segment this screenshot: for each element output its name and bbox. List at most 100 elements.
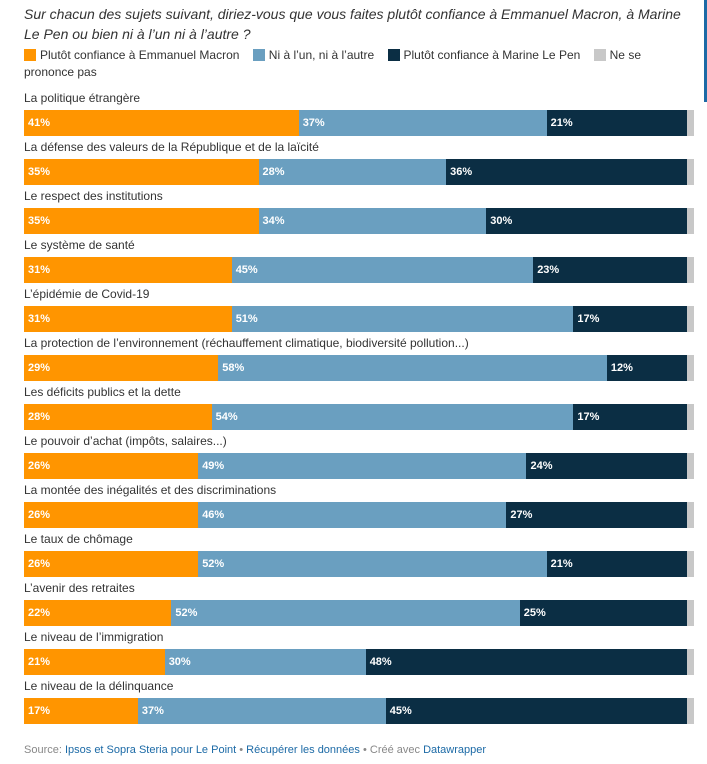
bar-row: Le respect des institutions 35% 34% 30% — [24, 188, 700, 234]
legend-label: Ne se prononce pas — [24, 48, 641, 79]
bar-segment: 36% — [446, 159, 688, 185]
data-label: 24% — [530, 460, 553, 472]
bar-segment — [687, 110, 694, 136]
data-label: 17% — [28, 705, 51, 717]
bar-segment: 28% — [24, 404, 212, 430]
stacked-bar: 31% 45% 23% — [24, 257, 694, 283]
bar-row: Le niveau de l’immigration 21% 30% 48% — [24, 629, 700, 675]
category-label: L’avenir des retraites — [24, 581, 135, 595]
bar-segment: 27% — [506, 502, 688, 528]
legend-label: Plutôt confiance à Marine Le Pen — [403, 48, 581, 62]
stacked-bar: 28% 54% 17% — [24, 404, 694, 430]
stacked-bar: 26% 49% 24% — [24, 453, 694, 479]
source-link[interactable]: Ipsos et Sopra Steria pour Le Point — [64, 744, 237, 756]
stacked-bar: 26% 52% 21% — [24, 551, 694, 577]
legend-label: Ni à l’un, ni à l’autre — [268, 48, 375, 62]
category-label: Le système de santé — [24, 238, 135, 252]
category-label: Le respect des institutions — [24, 189, 163, 203]
bar-segment: 24% — [526, 453, 688, 479]
bar-segment: 26% — [24, 453, 199, 479]
bar-segment: 21% — [546, 551, 688, 577]
data-label: 28% — [28, 411, 51, 423]
accent-line — [704, 0, 707, 102]
data-label: 52% — [175, 607, 198, 619]
stacked-bar: 26% 46% 27% — [24, 502, 694, 528]
bar-row: Le niveau de la délinquance 17% 37% 45% — [24, 678, 700, 724]
bar-segment: 37% — [298, 110, 547, 136]
bar-segment: 52% — [198, 551, 547, 577]
legend: Plutôt confiance à Emmanuel Macron Ni à … — [24, 47, 694, 81]
legend-item-neither: Ni à l’un, ni à l’autre — [252, 48, 375, 62]
category-label: La politique étrangère — [24, 91, 141, 105]
bar-segment — [687, 355, 694, 381]
data-label: 34% — [262, 215, 285, 227]
legend-swatch — [387, 49, 400, 61]
data-label: 25% — [523, 607, 546, 619]
data-label: 35% — [28, 166, 51, 178]
bar-segment — [687, 208, 694, 234]
data-label: 28% — [262, 166, 285, 178]
data-label: 48% — [369, 656, 392, 668]
bar-segment: 12% — [606, 355, 688, 381]
stacked-bar: 17% 37% 45% — [24, 698, 694, 724]
bar-segment — [687, 600, 694, 626]
data-label: 58% — [222, 362, 245, 374]
data-label: 17% — [577, 411, 600, 423]
category-label: L’épidémie de Covid-19 — [24, 287, 150, 301]
data-label: 22% — [28, 607, 51, 619]
data-label: 37% — [302, 117, 325, 129]
data-label: 37% — [141, 705, 164, 717]
bar-segment — [687, 257, 694, 283]
data-label: 54% — [215, 411, 238, 423]
data-label: 17% — [577, 313, 600, 325]
download-data-link[interactable]: Récupérer les données — [246, 744, 360, 756]
bar-segment — [687, 698, 694, 724]
legend-swatch — [593, 49, 606, 61]
bar-segment: 17% — [24, 698, 138, 724]
bar-row: La défense des valeurs de la République … — [24, 139, 700, 185]
footer-prefix: Source: — [24, 744, 65, 756]
data-label: 52% — [202, 558, 225, 570]
legend-swatch — [24, 49, 36, 61]
legend-item-macron: Plutôt confiance à Emmanuel Macron — [24, 48, 239, 62]
bar-segment: 23% — [533, 257, 688, 283]
data-label: 29% — [28, 362, 51, 374]
bar-segment: 26% — [24, 502, 199, 528]
bar-segment: 17% — [573, 306, 688, 332]
bar-segment: 41% — [24, 110, 299, 136]
category-label: Le niveau de l’immigration — [24, 630, 164, 644]
category-label: La protection de l’environnement (réchau… — [24, 336, 469, 350]
data-label: 26% — [28, 460, 51, 472]
bar-segment: 29% — [24, 355, 219, 381]
stacked-bar: 41% 37% 21% — [24, 110, 694, 136]
category-label: La montée des inégalités et des discrimi… — [24, 483, 277, 497]
bar-segment: 34% — [258, 208, 487, 234]
stacked-bar: 35% 34% 30% — [24, 208, 694, 234]
bar-segment: 37% — [137, 698, 386, 724]
data-label: 31% — [28, 313, 51, 325]
datawrapper-link[interactable]: Datawrapper — [423, 744, 487, 756]
data-label: 21% — [550, 117, 573, 129]
chart-title: Sur chacun des sujets suivant, diriez-vo… — [24, 6, 681, 42]
category-label: Les déficits publics et la dette — [24, 385, 181, 399]
data-label: 30% — [490, 215, 513, 227]
bar-row: La protection de l’environnement (réchau… — [24, 335, 700, 381]
data-label: 21% — [28, 656, 51, 668]
data-label: 45% — [389, 705, 412, 717]
data-label: 31% — [28, 264, 51, 276]
bar-segment: 25% — [519, 600, 688, 626]
data-label: 36% — [450, 166, 473, 178]
bar-segment: 31% — [24, 257, 232, 283]
bar-segment: 26% — [24, 551, 199, 577]
data-label: 30% — [168, 656, 191, 668]
bar-row: La montée des inégalités et des discrimi… — [24, 482, 700, 528]
bar-segment — [687, 404, 694, 430]
bar-segment — [687, 551, 694, 577]
data-label: 27% — [510, 509, 533, 521]
data-label: 26% — [28, 509, 51, 521]
stacked-bar: 21% 30% 48% — [24, 649, 694, 675]
bar-segment: 30% — [164, 649, 366, 675]
chart-footer: Source: Ipsos et Sopra Steria pour Le Po… — [24, 744, 486, 756]
bar-segment: 54% — [211, 404, 574, 430]
bar-segment — [687, 453, 694, 479]
